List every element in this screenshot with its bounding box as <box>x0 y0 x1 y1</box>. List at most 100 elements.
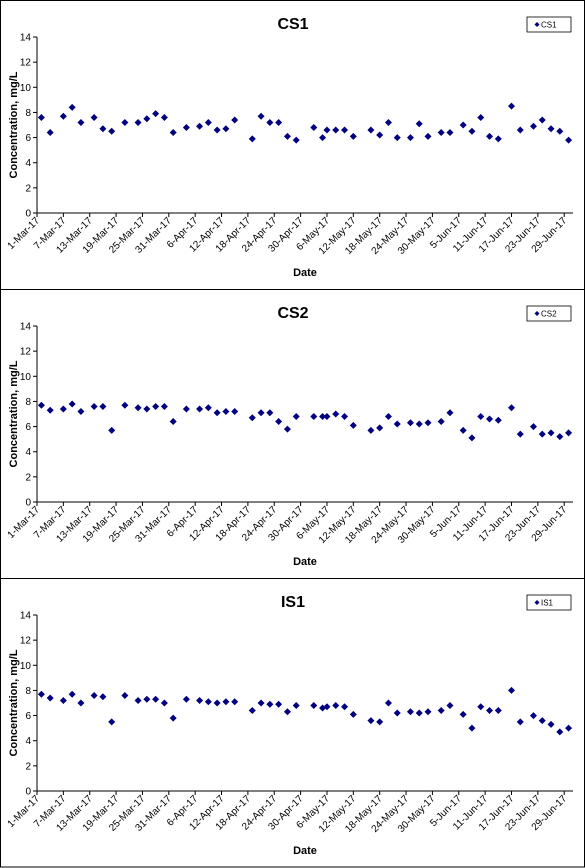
data-point <box>507 686 515 694</box>
panel-border <box>0 578 585 868</box>
data-point <box>152 402 160 410</box>
data-point <box>349 421 357 429</box>
data-point <box>507 404 515 412</box>
data-point <box>367 717 375 725</box>
data-point <box>213 699 221 707</box>
data-point <box>486 132 494 140</box>
data-point <box>332 702 340 710</box>
y-tick-label: 2 <box>25 472 31 483</box>
data-point <box>516 718 524 726</box>
data-point <box>121 401 129 409</box>
data-point <box>143 115 151 123</box>
data-point <box>134 118 142 126</box>
data-point <box>68 103 76 111</box>
data-point <box>169 418 177 426</box>
data-point <box>182 124 190 132</box>
data-point <box>376 718 384 726</box>
chart-title: CS2 <box>277 305 308 322</box>
panel-border <box>0 0 585 290</box>
data-point <box>349 710 357 718</box>
data-point <box>248 135 256 143</box>
data-point <box>46 694 54 702</box>
legend-label: IS1 <box>541 599 554 608</box>
y-tick-label: 12 <box>20 58 32 69</box>
data-point <box>231 116 239 124</box>
data-point <box>213 126 221 134</box>
data-point <box>367 426 375 434</box>
data-point <box>231 407 239 415</box>
y-tick-label: 4 <box>25 158 31 169</box>
data-point <box>257 112 265 120</box>
data-point <box>565 136 573 144</box>
data-point <box>323 126 331 134</box>
data-point <box>437 707 445 715</box>
data-point <box>283 425 291 433</box>
data-point <box>59 696 67 704</box>
data-point <box>275 418 283 426</box>
y-tick-label: 12 <box>20 347 32 358</box>
data-point <box>108 426 116 434</box>
data-point <box>169 129 177 137</box>
data-point <box>266 409 274 417</box>
data-point <box>516 126 524 134</box>
data-point <box>477 413 485 421</box>
y-tick-label: 8 <box>25 108 31 119</box>
data-point <box>310 124 318 132</box>
data-point <box>393 420 401 428</box>
chart-panel: CS1024681012141-Mar-177-Mar-1713-Mar-171… <box>0 0 585 290</box>
data-point <box>319 134 327 142</box>
y-tick-label: 14 <box>20 33 32 44</box>
data-point <box>415 709 423 717</box>
data-point <box>196 122 204 130</box>
data-point <box>275 700 283 708</box>
y-tick-label: 10 <box>20 661 32 672</box>
data-point <box>494 135 502 143</box>
data-point <box>376 131 384 139</box>
data-point <box>547 720 555 728</box>
data-point <box>59 405 67 413</box>
y-tick-label: 4 <box>25 447 31 458</box>
x-axis-label: Date <box>293 556 317 568</box>
x-axis-label: Date <box>293 845 317 857</box>
data-point <box>406 134 414 142</box>
y-tick-label: 6 <box>25 422 31 433</box>
data-point <box>332 126 340 134</box>
data-point <box>468 434 476 442</box>
y-tick-label: 8 <box>25 686 31 697</box>
data-point <box>547 125 555 133</box>
data-point <box>446 409 454 417</box>
data-point <box>538 717 546 725</box>
data-point <box>319 704 327 712</box>
data-point <box>494 416 502 424</box>
data-point <box>182 405 190 413</box>
data-point <box>121 118 129 126</box>
legend-label: CS1 <box>541 21 557 30</box>
data-point <box>99 693 107 701</box>
legend-box <box>526 16 572 33</box>
data-point <box>468 724 476 732</box>
y-axis-label: Concentration, mg/L <box>8 360 20 467</box>
data-point <box>292 136 300 144</box>
y-tick-label: 12 <box>20 636 32 647</box>
data-point <box>99 125 107 133</box>
data-point <box>46 129 54 137</box>
data-point <box>68 690 76 698</box>
data-point <box>134 404 142 412</box>
data-point <box>565 724 573 732</box>
data-point <box>248 414 256 422</box>
data-point <box>384 699 392 707</box>
data-point <box>529 122 537 130</box>
y-tick-label: 0 <box>25 498 31 509</box>
data-point <box>446 702 454 710</box>
data-point <box>486 415 494 423</box>
data-point <box>37 690 45 698</box>
legend-marker <box>534 22 540 27</box>
data-point <box>37 113 45 121</box>
y-tick-label: 14 <box>20 322 32 333</box>
data-point <box>222 698 230 706</box>
chart-panel: CS2024681012141-Mar-177-Mar-1713-Mar-171… <box>0 289 585 579</box>
data-point <box>406 419 414 427</box>
y-axis-label: Concentration, mg/L <box>8 649 20 756</box>
data-point <box>341 703 349 711</box>
data-point <box>77 407 85 415</box>
